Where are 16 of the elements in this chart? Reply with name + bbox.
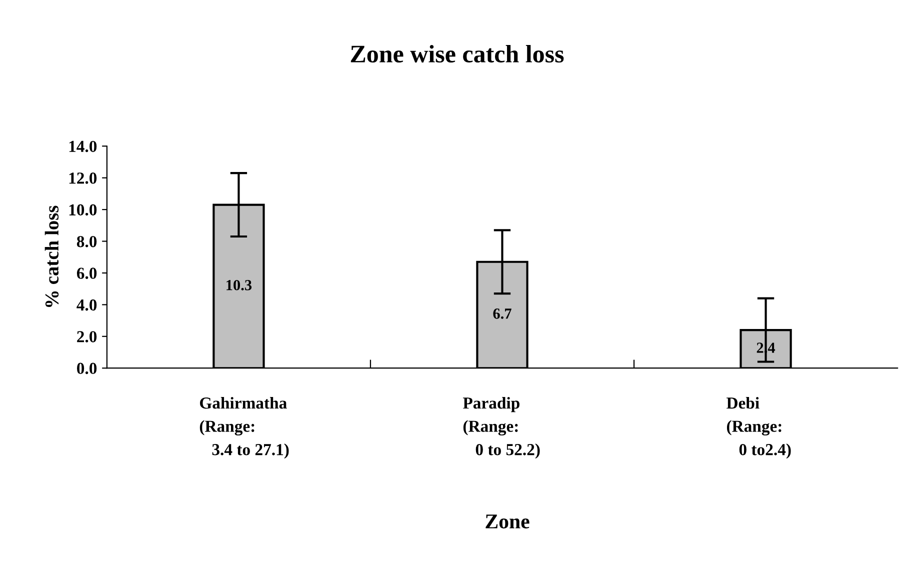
y-tick-label: 8.0 xyxy=(76,236,97,248)
x-tick-label: Gahirmatha (Range: 3.4 to 27.1) xyxy=(200,396,289,459)
y-tick-label: 14.0 xyxy=(69,140,97,152)
x-tick-label: Paradip (Range: 0 to 52.2) xyxy=(462,396,540,459)
x-tick-label: Debi (Range: 0 to2.4) xyxy=(726,396,791,459)
y-tick-label: 2.0 xyxy=(77,331,97,342)
chart-title: Zone wise catch loss xyxy=(350,44,564,63)
y-axis-title: % catch loss xyxy=(44,206,59,307)
y-tick-label: 12.0 xyxy=(69,172,97,184)
y-tick-label: 6.0 xyxy=(76,268,97,279)
y-tick-label: 10.0 xyxy=(69,204,97,216)
y-tick-label: 0.0 xyxy=(77,362,97,374)
y-tick-label: 4.0 xyxy=(76,299,97,311)
data-label: 10.3 xyxy=(226,280,252,290)
x-axis-title: Zone xyxy=(486,514,530,528)
data-label: 6.7 xyxy=(493,308,512,319)
